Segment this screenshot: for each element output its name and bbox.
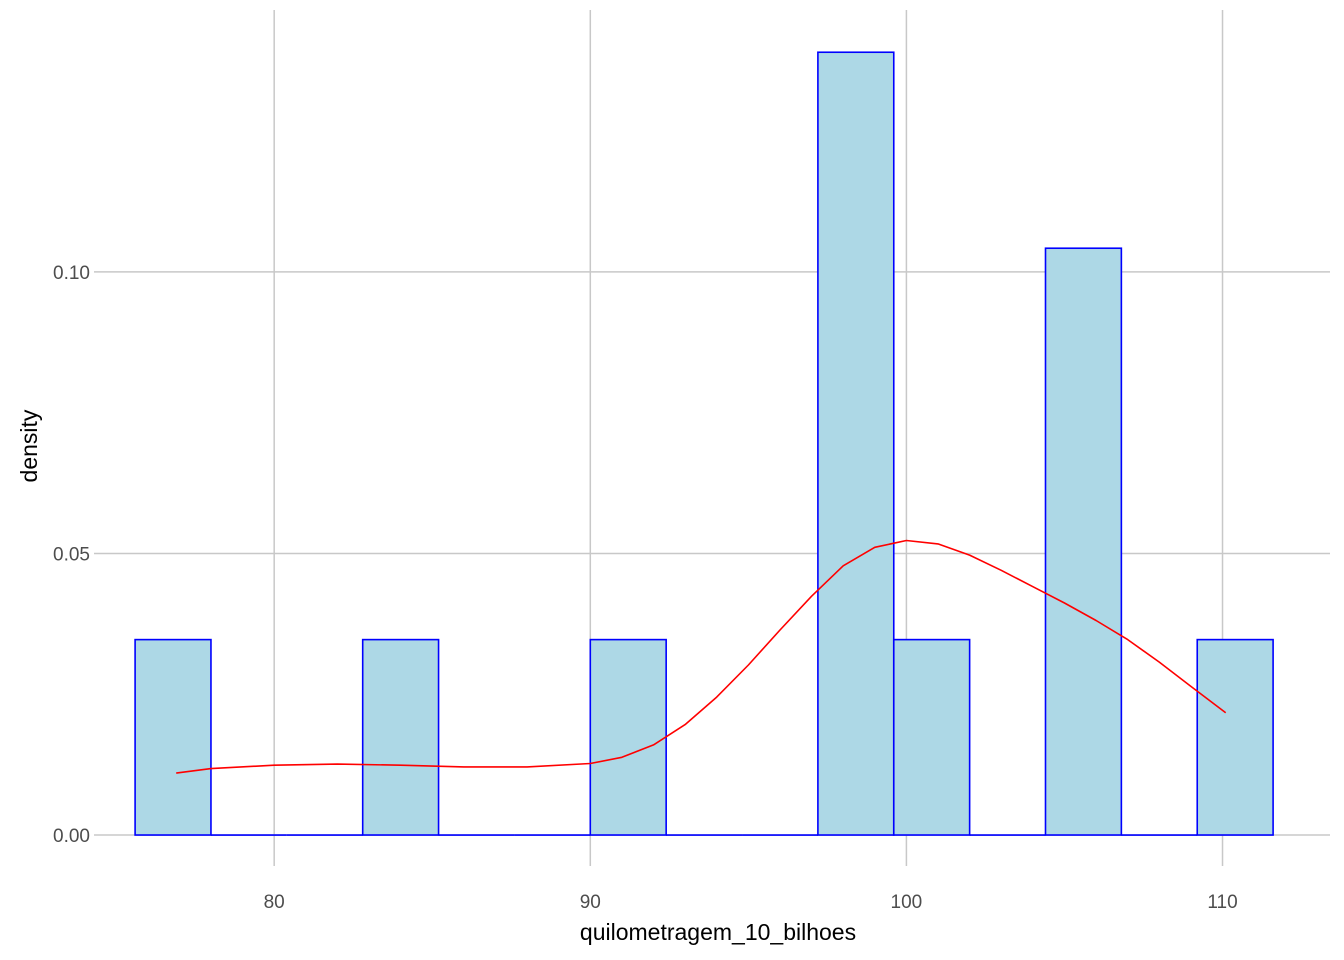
x-tick-label: 80 bbox=[264, 892, 285, 913]
x-tick-label: 100 bbox=[891, 892, 923, 913]
x-axis-ticks: 80 90 100 110 bbox=[264, 892, 1238, 913]
y-tick-label: 0.05 bbox=[53, 544, 90, 565]
y-tick-label: 0.00 bbox=[53, 826, 90, 847]
grid-lines bbox=[94, 10, 1330, 866]
y-axis-title: density bbox=[16, 409, 42, 482]
histogram-bar bbox=[589, 638, 667, 836]
x-axis-title: quilometragem_10_bilhoes bbox=[580, 919, 856, 945]
x-tick-label: 90 bbox=[580, 892, 601, 913]
density-curve bbox=[176, 539, 1227, 774]
histogram-bars bbox=[134, 51, 1274, 836]
histogram-bar bbox=[1044, 247, 1123, 836]
y-axis-ticks: 0.00 0.05 0.10 bbox=[53, 263, 90, 847]
density-curve-layer bbox=[176, 539, 1227, 774]
histogram-bar bbox=[134, 638, 212, 836]
histogram-bar bbox=[817, 51, 895, 836]
histogram-bar bbox=[892, 638, 971, 836]
y-tick-label: 0.10 bbox=[53, 263, 90, 284]
histogram-bar bbox=[1196, 638, 1274, 836]
x-tick-label: 110 bbox=[1207, 892, 1237, 913]
histogram-bar bbox=[361, 638, 440, 836]
